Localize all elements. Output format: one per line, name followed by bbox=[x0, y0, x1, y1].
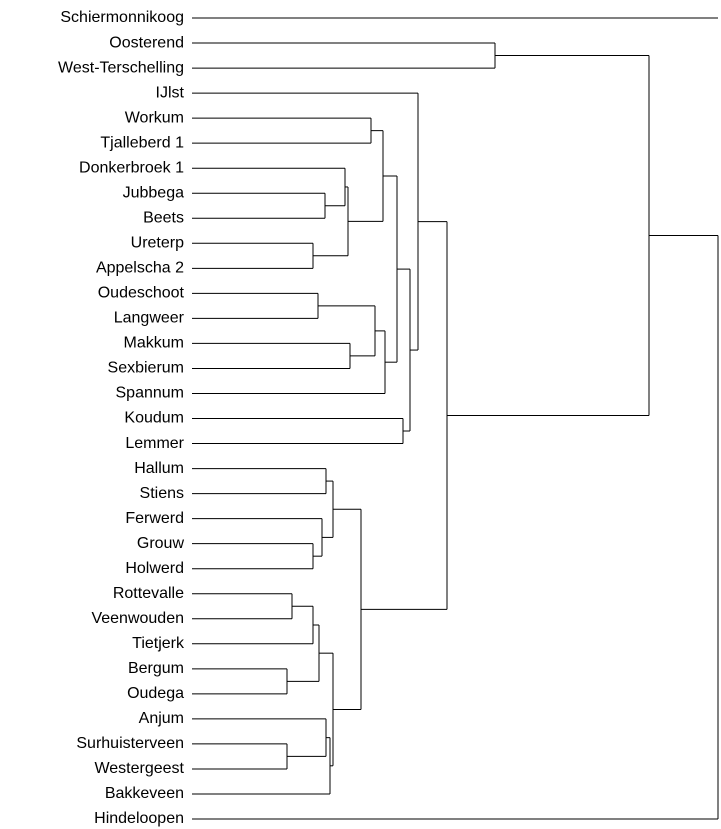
leaf-label: Westergeest bbox=[94, 760, 184, 777]
leaf-label: Lemmer bbox=[125, 435, 184, 452]
leaf-label: Holwerd bbox=[125, 560, 184, 577]
leaf-label: Appelscha 2 bbox=[96, 260, 184, 277]
leaf-label: Sexbierum bbox=[108, 360, 184, 377]
leaf-label: Hallum bbox=[134, 460, 184, 477]
leaf-label: Oudeschoot bbox=[98, 285, 185, 302]
leaf-label: Surhuisterveen bbox=[76, 735, 184, 752]
leaf-label: Stiens bbox=[140, 485, 184, 502]
leaf-label: Anjum bbox=[139, 710, 184, 727]
leaf-label: Oosterend bbox=[109, 34, 184, 51]
leaf-label: Bergum bbox=[128, 660, 184, 677]
leaf-label: Grouw bbox=[137, 535, 185, 552]
leaf-label: Ferwerd bbox=[125, 510, 184, 527]
leaf-label: Jubbega bbox=[123, 184, 184, 201]
leaf-label: West-Terschelling bbox=[58, 59, 184, 76]
leaf-label: Rottevalle bbox=[113, 585, 184, 602]
leaf-label: Tjalleberd 1 bbox=[100, 134, 184, 151]
leaf-label: Bakkeveen bbox=[105, 785, 184, 802]
leaf-label: Schiermonnikoog bbox=[60, 9, 184, 26]
leaf-label: Koudum bbox=[124, 410, 184, 427]
leaf-label: Tietjerk bbox=[132, 635, 185, 652]
leaf-label: Beets bbox=[143, 209, 184, 226]
leaf-label: IJlst bbox=[156, 84, 185, 101]
leaf-label: Oudega bbox=[127, 685, 184, 702]
leaf-label: Langweer bbox=[114, 310, 185, 327]
leaf-label: Hindeloopen bbox=[94, 810, 184, 827]
leaf-label: Makkum bbox=[124, 335, 184, 352]
leaf-label: Donkerbroek 1 bbox=[79, 159, 184, 176]
leaf-label: Ureterp bbox=[131, 235, 184, 252]
leaf-label: Spannum bbox=[116, 385, 185, 402]
leaf-label: Workum bbox=[125, 109, 184, 126]
leaf-label: Veenwouden bbox=[91, 610, 184, 627]
